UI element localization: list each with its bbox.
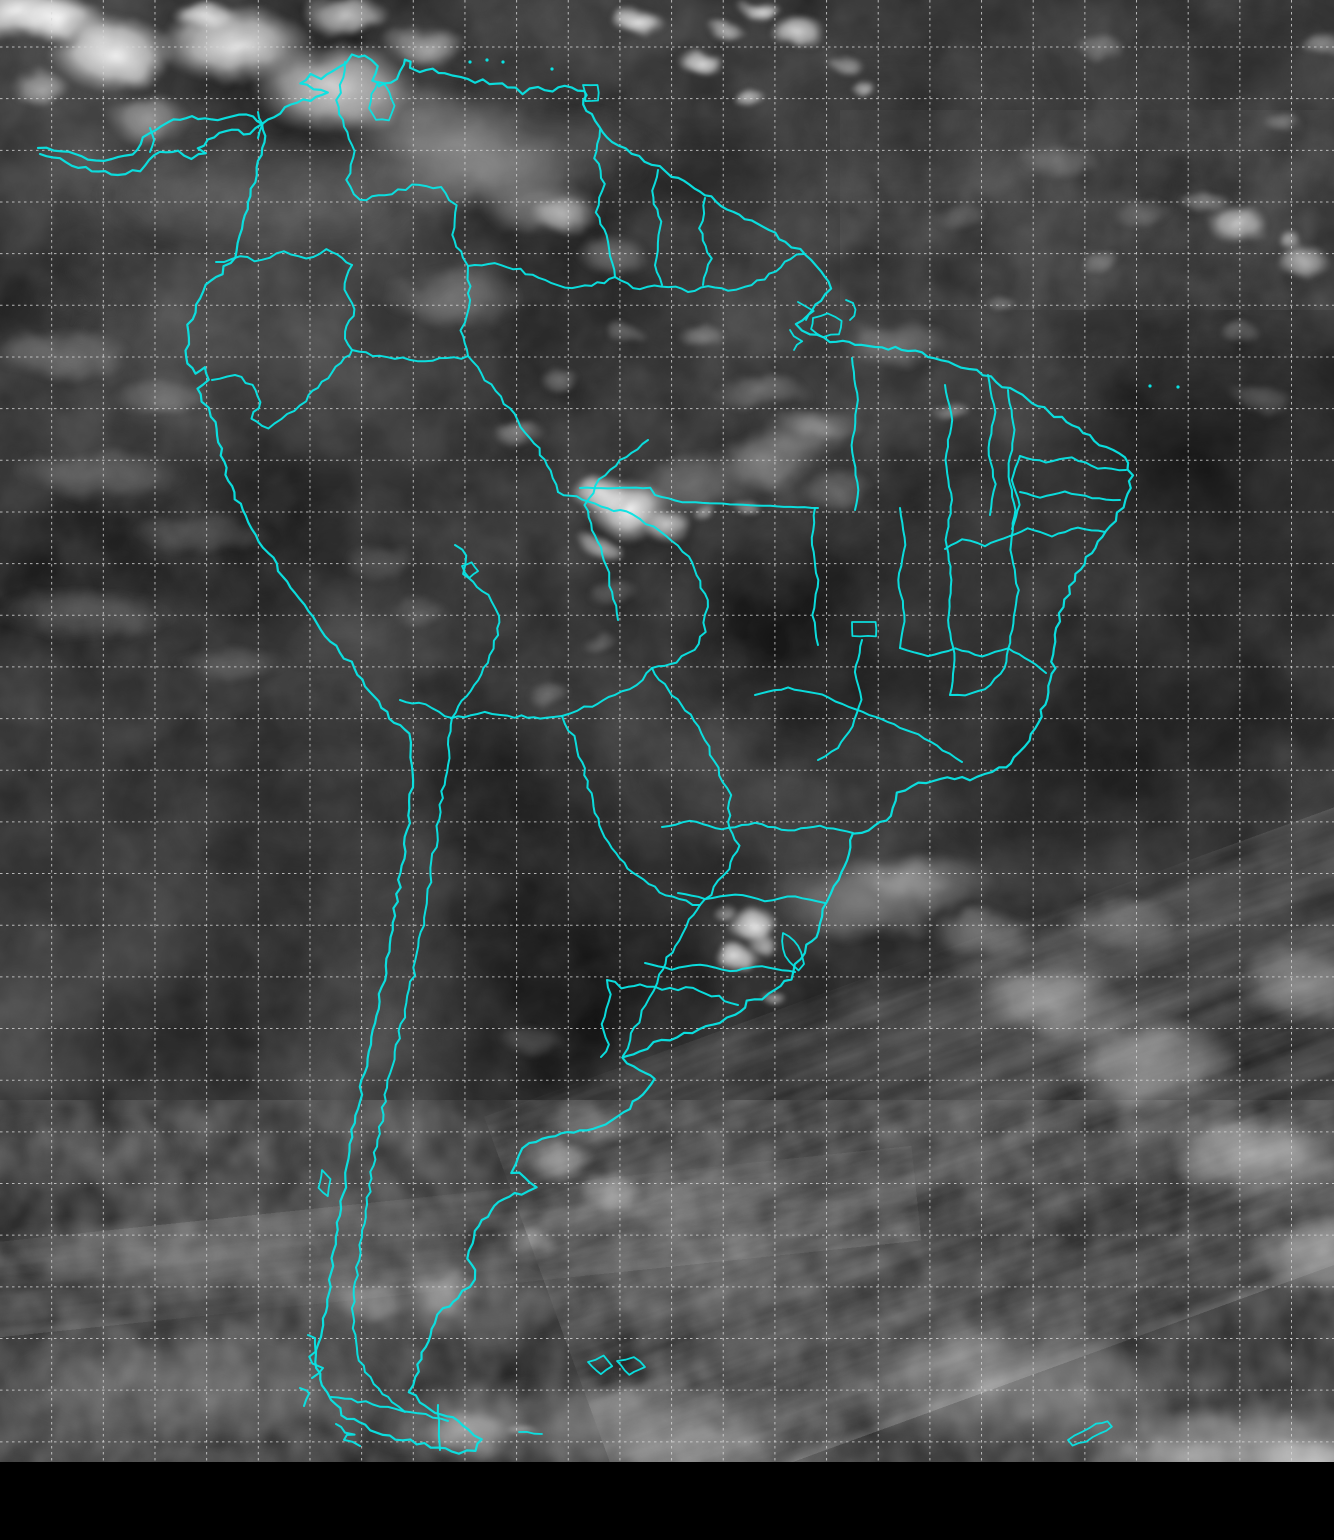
island-west-falkland (587, 1354, 614, 1376)
state-goias-bahia (897, 507, 907, 649)
small-island-dot (501, 60, 505, 64)
state-ne-2 (1019, 490, 1121, 502)
island-east-falkland (616, 1356, 646, 1376)
lagoa-dos-patos (781, 932, 805, 972)
amazon-delta-channel-2 (845, 299, 857, 321)
border-paraguay-argentina (561, 715, 701, 906)
border-ecuador-peru (211, 349, 353, 430)
border-peru-brazil-acre (467, 355, 559, 493)
state-distrito-federal (851, 621, 878, 638)
island-trinidad (582, 84, 600, 102)
state-saopaulo-parana (661, 819, 854, 834)
state-matogrosso-para (810, 507, 820, 646)
small-island-dot (1148, 384, 1152, 388)
border-brazil-guianas (614, 253, 805, 293)
border-uruguay-argentina (600, 979, 612, 1058)
state-minas-north (899, 647, 1047, 674)
border-bolivia-paraguay (561, 667, 653, 717)
border-guyana-suriname (651, 169, 663, 286)
state-minas-saopaulo (754, 686, 963, 763)
border-chile-argentina (350, 717, 453, 1413)
political-borders (36, 53, 1180, 1455)
border-uruguay-brazil (606, 979, 739, 1006)
state-amazonas-south (579, 486, 819, 509)
border-suriname-frenchguiana (698, 197, 713, 286)
border-venezuela-colombia (335, 61, 469, 267)
border-bolivia-argentina (451, 710, 563, 720)
state-goias-west (817, 639, 863, 761)
state-para-west (850, 357, 860, 511)
coastline-south-america (184, 53, 1135, 1455)
small-island-dot (468, 60, 472, 64)
pacific-cloud-streak (0, 1145, 922, 1343)
border-peru-brazil-north (351, 349, 469, 363)
border-panama-colombia (257, 111, 264, 139)
border-tierradelfuego (436, 1404, 441, 1451)
state-ceara-west (1010, 455, 1021, 530)
border-guyana-venezuela (593, 129, 616, 278)
clear-sky-dark-patches (140, 0, 1334, 1112)
graticule-grid (0, 0, 1334, 1462)
chile-fjords-2 (299, 1387, 311, 1407)
small-island-dot (550, 67, 554, 71)
small-island-dot (485, 58, 489, 62)
coast-central-america-south (38, 122, 264, 177)
state-maranhao-piaui (987, 374, 997, 516)
strait-of-magellan (330, 1396, 449, 1422)
state-pernambuco-bahia (944, 535, 1011, 550)
lake-maracaibo (368, 81, 396, 122)
border-colombia-ecuador (215, 248, 353, 266)
state-ne-3 (1009, 526, 1106, 538)
border-paraguay-brazil (651, 667, 741, 906)
chile-fjords-1 (307, 1334, 324, 1379)
state-rondonia-matogrosso (583, 439, 649, 621)
south-atlantic-cirrus-band (484, 757, 1334, 1462)
state-tocantins-west (944, 384, 956, 696)
caption-bar: GOES-16 Band 10 Brightness Temperature [… (0, 1462, 1334, 1540)
border-colombia-peru (343, 264, 356, 351)
state-tocantins-east (949, 389, 1020, 697)
amazon-delta-channel-1 (797, 301, 815, 321)
border-venezuela-brazil (467, 262, 616, 290)
border-colombia-brazil (459, 265, 472, 357)
small-island-dot (1176, 385, 1180, 389)
border-chile-peru (399, 699, 453, 719)
island-chiloe (317, 1169, 332, 1198)
state-ne-1 (1019, 455, 1127, 472)
island-south-georgia (1067, 1420, 1113, 1447)
amazon-delta-channel-3 (789, 329, 804, 351)
island-marajo (810, 312, 843, 339)
border-acre-south (557, 491, 641, 520)
border-argentina-parana-river (622, 904, 701, 1057)
chile-fjords-3 (335, 1423, 361, 1447)
state-santacatarina-riograndedosul (644, 962, 796, 973)
island-isla-de-los-estados (518, 1431, 543, 1435)
border-costarica-panama (149, 127, 156, 153)
border-bolivia-brazil (639, 518, 709, 669)
state-parana-santacatarina (677, 892, 826, 904)
lake-titicaca (461, 561, 479, 579)
